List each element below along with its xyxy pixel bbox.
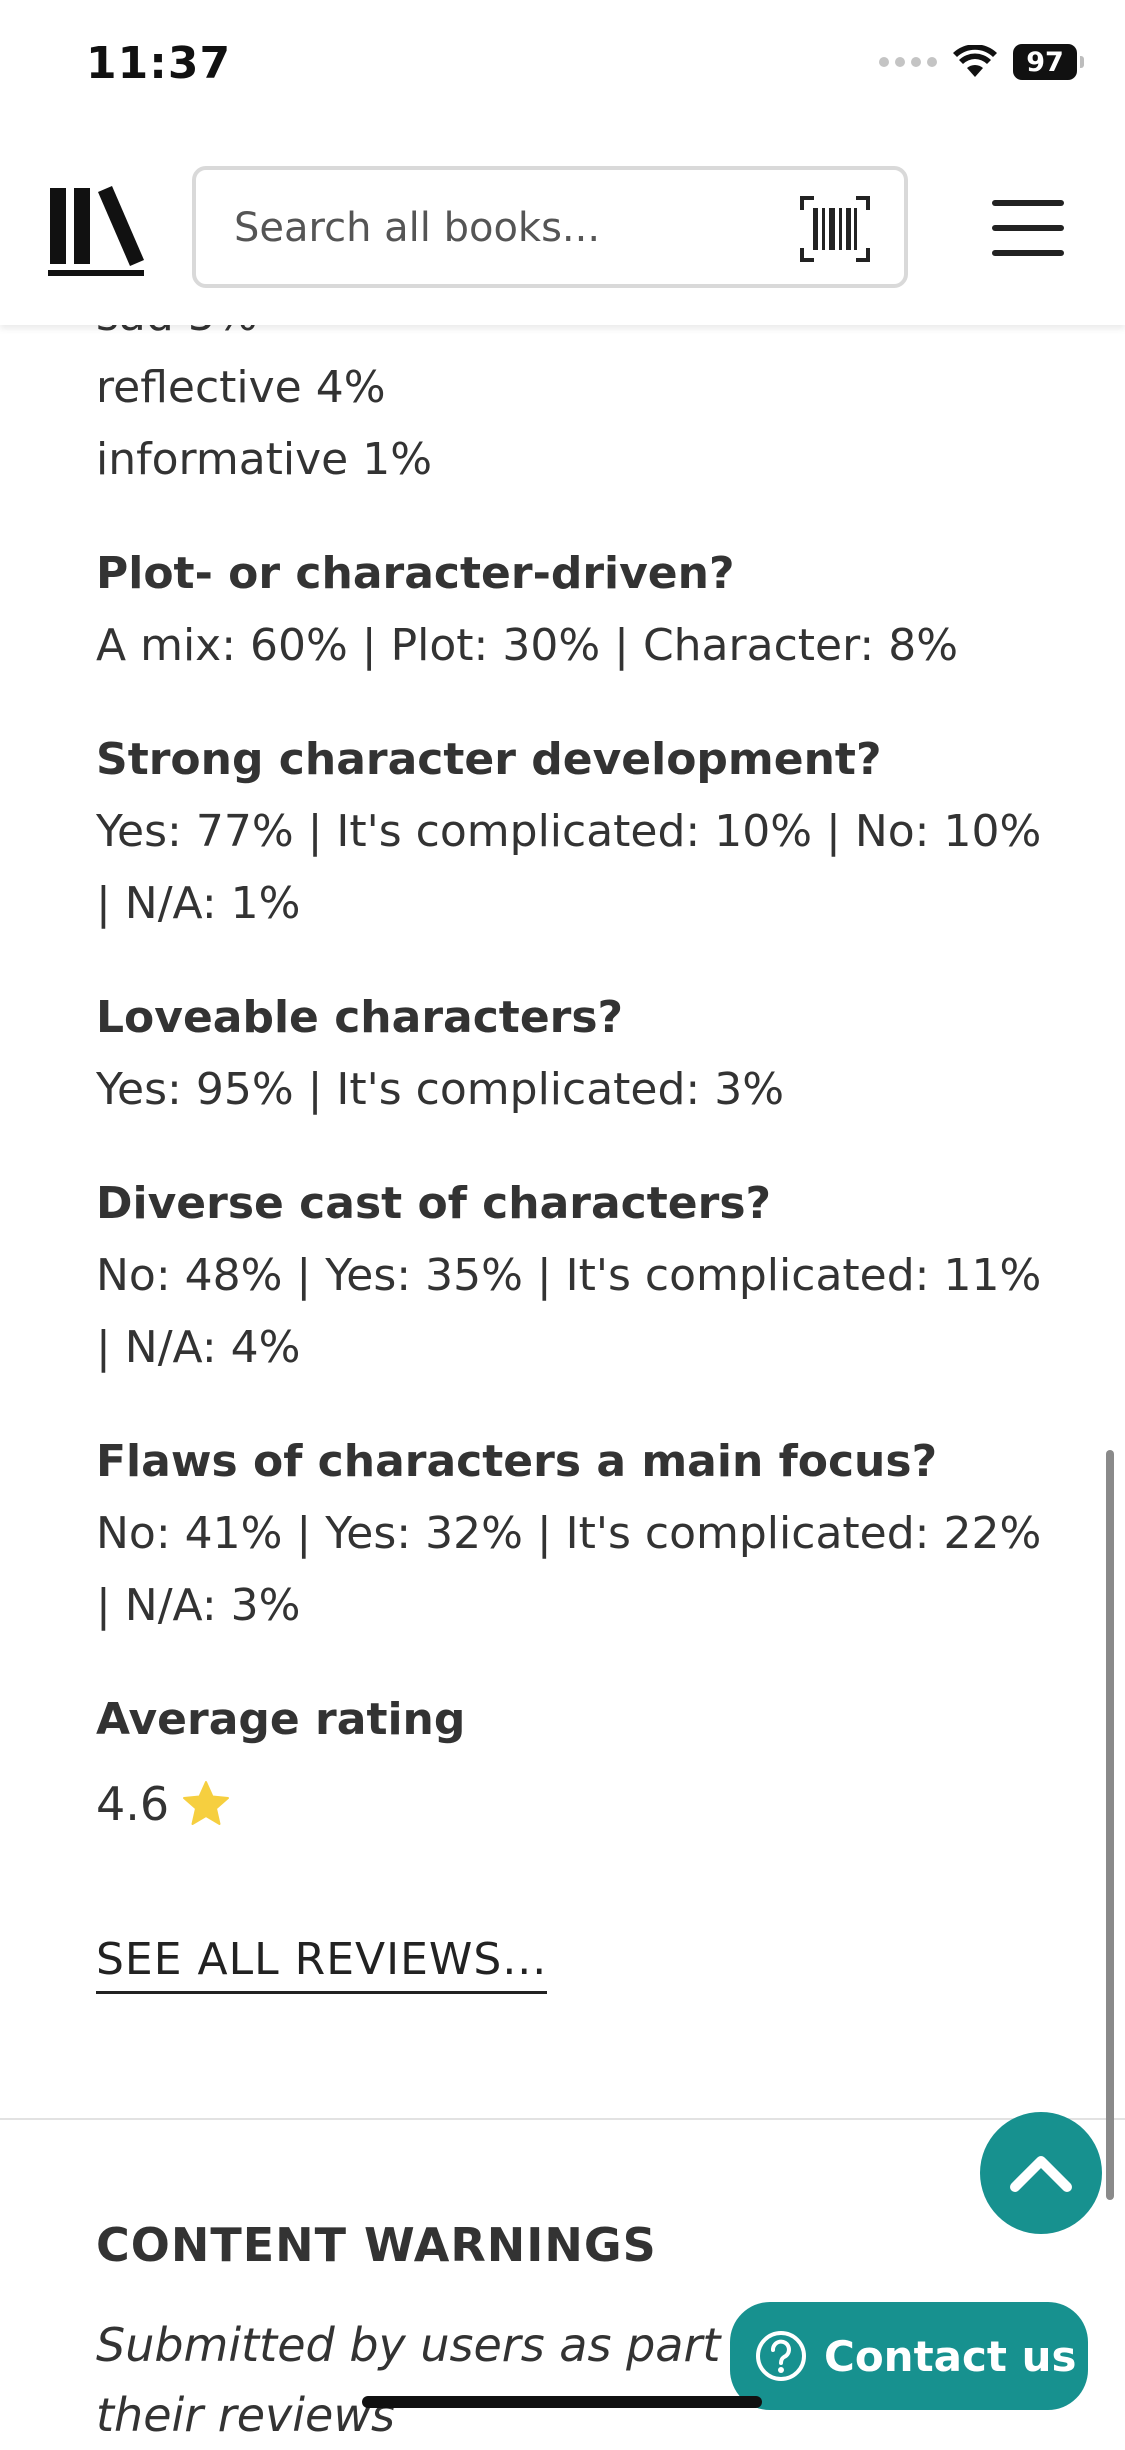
status-bar: 11:37 97 [0,0,1125,140]
scrollbar[interactable] [1106,1450,1114,2200]
content-warnings-title: CONTENT WARNINGS [96,2218,657,2272]
bookshelf-logo-icon[interactable] [46,180,146,280]
content-warnings-subtitle: Submitted by users as part of their revi… [96,2318,780,2442]
question-title: Strong character development? [96,734,882,785]
question-answer: No: 48% | Yes: 35% | It's complicated: 1… [96,1250,1042,1373]
question-answer: Yes: 77% | It's complicated: 10% | No: 1… [96,806,1042,929]
battery-level: 97 [1026,46,1064,78]
question-block: Loveable characters? Yes: 95% | It's com… [96,982,1056,1126]
question-title: Loveable characters? [96,992,624,1043]
question-title: Diverse cast of characters? [96,1178,772,1229]
average-rating-block: Average rating 4.6 [96,1684,1056,1840]
see-all-reviews-link[interactable]: SEE ALL REVIEWS... [96,1934,548,1994]
question-block: Strong character development? Yes: 77% |… [96,724,1056,940]
hamburger-menu-icon[interactable] [990,196,1066,260]
chevron-up-icon [1010,2156,1072,2192]
average-rating-value: 4.6 [96,1777,170,1831]
question-answer: A mix: 60% | Plot: 30% | Character: 8% [96,620,959,671]
search-input[interactable] [232,196,756,260]
question-title: Plot- or character-driven? [96,548,735,599]
wifi-icon [953,45,997,77]
question-answer: No: 41% | Yes: 32% | It's complicated: 2… [96,1508,1042,1631]
mood-item: reflective 4% [96,362,386,413]
battery-icon: 97 [1013,44,1084,80]
question-answer: Yes: 95% | It's complicated: 3% [96,1064,785,1115]
search-box [192,166,908,288]
help-circle-icon [756,2331,806,2381]
scroll-to-top-button[interactable] [980,2112,1102,2234]
average-rating-row: 4.6 [96,1768,1056,1840]
mood-item: informative 1% [96,434,433,485]
average-rating-title: Average rating [96,1694,466,1745]
question-title: Flaws of characters a main focus? [96,1436,938,1487]
status-icons: 97 [879,44,1084,80]
home-indicator [362,2396,762,2408]
app-header [0,140,1125,325]
contact-us-label: Contact us [824,2331,1077,2381]
barcode-icon[interactable] [800,196,870,262]
status-time: 11:37 [86,38,232,89]
question-block: Flaws of characters a main focus? No: 41… [96,1426,1056,1642]
contact-us-button[interactable]: Contact us [730,2302,1088,2410]
question-block: Diverse cast of characters? No: 48% | Ye… [96,1168,1056,1384]
question-block: Plot- or character-driven? A mix: 60% | … [96,538,1056,682]
section-divider [0,2118,1125,2120]
cellular-signal-icon [879,57,937,67]
star-icon [183,1781,230,1825]
book-stats-content: sad 5% reflective 4% informative 1% Plot… [96,280,1056,1994]
